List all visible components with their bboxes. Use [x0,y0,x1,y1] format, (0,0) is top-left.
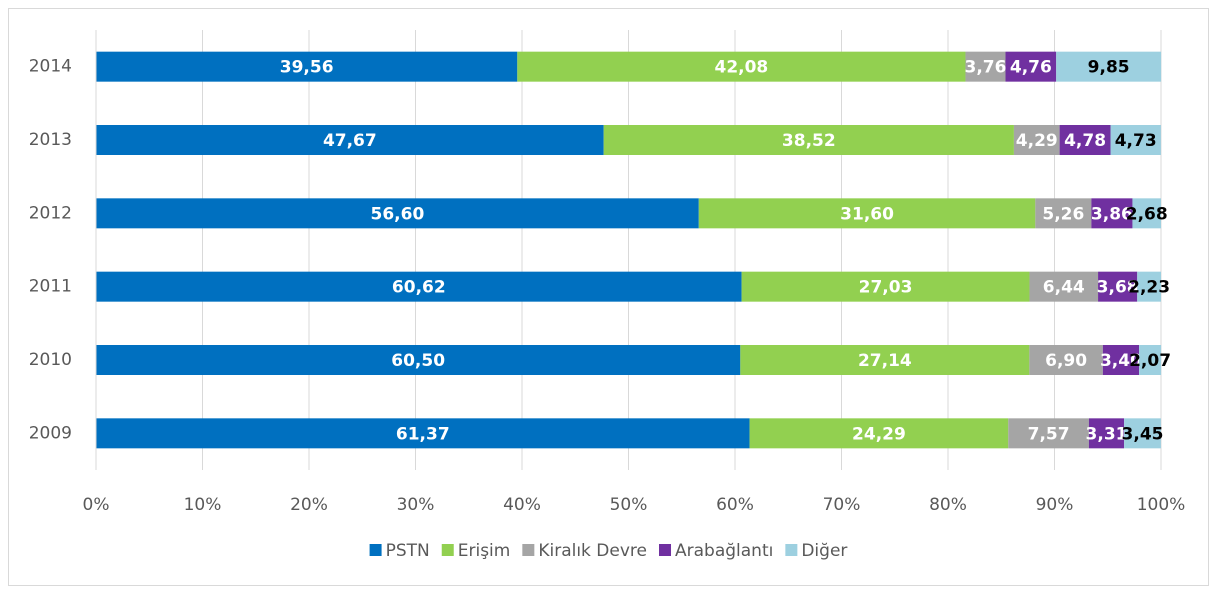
x-tick-label: 90% [1036,495,1074,515]
bar-segment [1132,198,1161,229]
y-tick-label: 2009 [29,423,72,443]
bar-segment [1013,125,1060,155]
bar-segment [741,271,1030,302]
bar-segment [1102,345,1140,375]
value-label: 47,67 [323,131,377,151]
value-label: 7,57 [1028,424,1070,444]
y-tick-label: 2010 [29,350,72,370]
value-label: 3,68 [1097,278,1139,298]
value-label: 3,45 [1122,424,1164,444]
bar-segment [1029,345,1103,375]
value-label: 4,76 [1010,58,1052,78]
value-label: 39,56 [280,58,334,78]
value-label: 3,31 [1086,424,1128,444]
value-label: 5,26 [1042,204,1084,224]
bar-segment [96,51,518,82]
y-tick-label: 2011 [29,277,72,297]
x-tick-label: 50% [610,495,648,515]
bar-segment [96,345,741,375]
value-label: 31,60 [840,204,894,224]
value-label: 6,90 [1045,351,1087,371]
bar-segment [96,418,750,449]
bar-segment [96,125,604,155]
bar-segment [1137,271,1161,302]
bar-segment [1056,51,1162,82]
value-label: 56,60 [371,204,425,224]
bar-segment [965,51,1006,82]
bar-segment [517,51,966,82]
value-label: 27,03 [859,278,913,298]
value-label: 24,29 [852,424,906,444]
x-tick-label: 0% [83,495,110,515]
x-tick-label: 100% [1137,495,1186,515]
value-label: 3,86 [1091,204,1133,224]
value-label: 61,37 [396,424,450,444]
x-tick-label: 10% [184,495,222,515]
value-label: 2,07 [1129,351,1171,371]
value-label: 3,76 [965,58,1007,78]
bar-segment [1139,345,1162,375]
legend-swatch [785,544,798,556]
legend-swatch [441,544,454,556]
value-label: 2,68 [1126,204,1168,224]
legend-label: PSTN [386,541,430,561]
value-label: 4,73 [1115,131,1157,151]
bar-segment [1008,418,1089,449]
y-tick-label: 2012 [29,203,72,223]
x-tick-label: 20% [290,495,328,515]
bar-segment [1098,271,1138,302]
bar-segment [96,198,699,229]
y-tick-label: 2014 [29,57,72,77]
value-label: 60,62 [392,278,446,298]
value-label: 4,29 [1016,131,1058,151]
bar-segment [1124,418,1161,449]
bar-segment [1091,198,1133,229]
y-tick-label: 2013 [29,130,72,150]
legend-label: Diğer [801,541,847,561]
value-label: 42,08 [714,58,768,78]
bar-segment [698,198,1036,229]
bar-segment [1110,125,1161,155]
value-label: 38,52 [782,131,836,151]
bar-segment [1029,271,1099,302]
value-label: 9,85 [1088,58,1130,78]
legend-swatch [369,544,382,556]
x-tick-label: 80% [929,495,967,515]
bar-segment [749,418,1009,449]
x-tick-label: 30% [397,495,435,515]
legend-swatch [659,544,672,556]
bar-segment [603,125,1014,155]
bar-segment [1035,198,1092,229]
x-tick-label: 70% [823,495,861,515]
value-label: 60,50 [391,351,445,371]
value-label: 2,23 [1128,278,1170,298]
legend-label: Kiralık Devre [538,541,647,561]
bar-segment [96,271,742,302]
legend-label: Arabağlantı [675,541,773,561]
legend-label: Erişim [458,541,511,561]
bar-segment [1059,125,1111,155]
value-label: 27,14 [858,351,912,371]
value-label: 4,78 [1064,131,1106,151]
value-label: 6,44 [1043,278,1085,298]
bar-segment [740,345,1030,375]
value-label: 3,40 [1100,351,1142,371]
bar-segment [1088,418,1125,449]
legend-swatch [522,544,535,556]
x-tick-label: 60% [716,495,754,515]
x-tick-label: 40% [503,495,541,515]
bar-segment [1005,51,1057,82]
